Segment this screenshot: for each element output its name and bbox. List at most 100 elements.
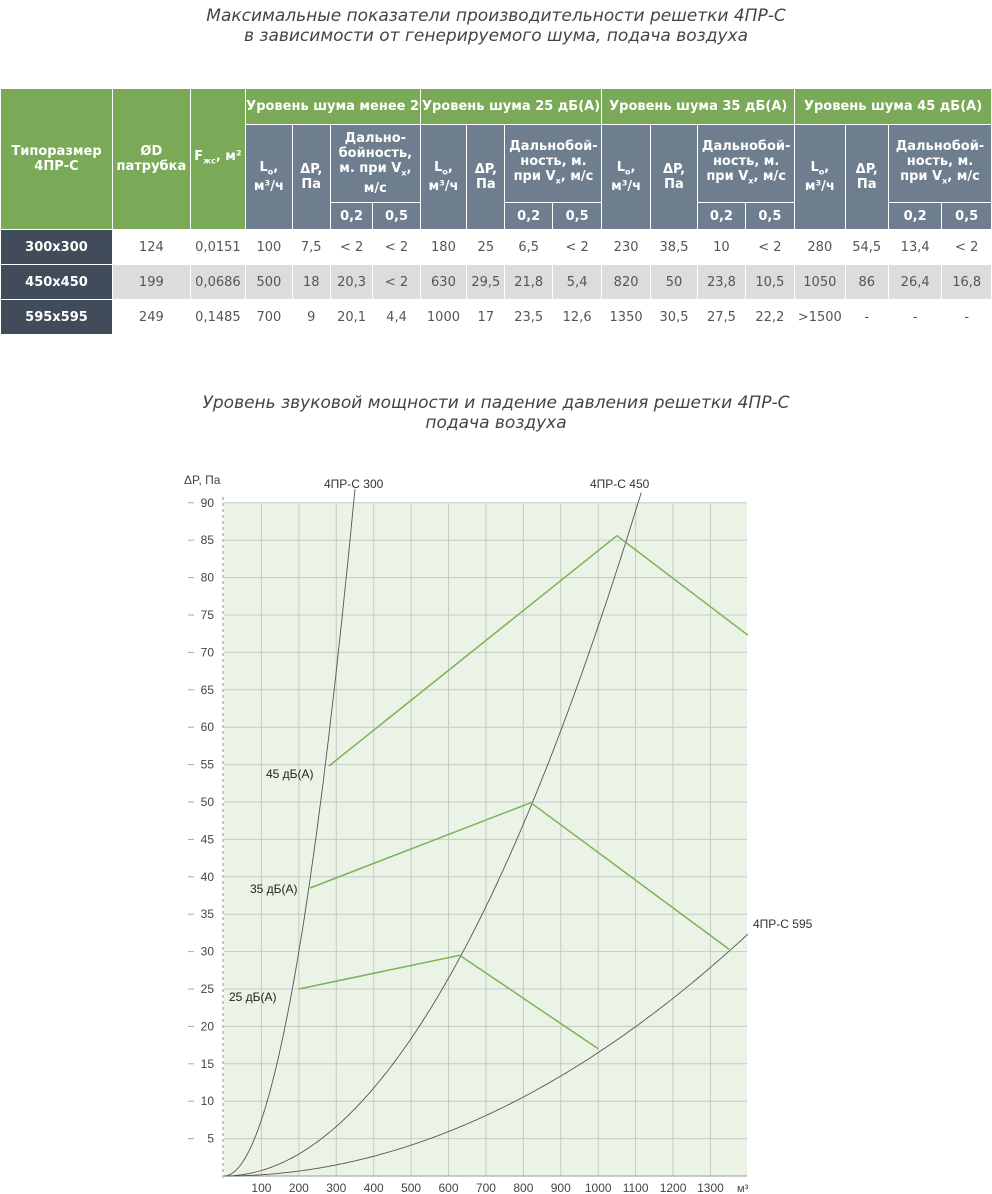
cell-value: < 2 — [551, 229, 603, 265]
cell-value: 630 — [419, 264, 468, 300]
y-tick-label: 85 — [201, 533, 215, 547]
table-row: 450x450 199 0,0686 500 18 20,3 < 2 630 29,5 21,8 5… — [0, 264, 992, 300]
cell-size: 450x450 — [0, 264, 113, 300]
y-tick-label: 35 — [201, 907, 215, 921]
cell-value: 16,8 — [941, 264, 992, 300]
y-tick-label: 5 — [207, 1132, 214, 1146]
y-tick-label: 20 — [201, 1019, 215, 1033]
x-unit-label: м³ — [737, 1183, 749, 1194]
curve-label: 4ПР-С 450 — [590, 477, 650, 491]
y-tick-label: 65 — [201, 683, 215, 697]
x-tick-label: 800 — [513, 1181, 533, 1194]
x-tick-label: 300 — [326, 1181, 346, 1194]
cell-value: 23,8 — [697, 264, 746, 300]
cell-value: 50 — [649, 264, 699, 300]
curve-label: 4ПР-С 300 — [324, 477, 384, 491]
cell-area: 0,1485 — [189, 299, 247, 335]
header-size: Типоразмер 4ПР-С — [0, 88, 113, 230]
cell-value: 230 — [601, 229, 651, 265]
y-tick-label: 40 — [201, 870, 215, 884]
curve-label: 4ПР-С 595 — [753, 917, 813, 931]
y-tick-label: 55 — [201, 758, 215, 772]
header-velocity-1-1: 0,5 — [551, 202, 603, 230]
y-tick-label: 15 — [201, 1057, 215, 1071]
header-flow-1: Lо, м³/ч — [419, 124, 468, 230]
cell-area: 0,0686 — [189, 264, 247, 300]
header-pressure-3: ΔP, Па — [844, 124, 889, 230]
y-tick-label: 10 — [201, 1094, 215, 1108]
cell-value: < 2 — [372, 264, 421, 300]
y-tick-label: 70 — [201, 645, 215, 659]
header-range-0: Дально-бойность, м. при Vх, м/с — [329, 124, 421, 203]
cell-value: 27,5 — [697, 299, 746, 335]
y-tick-label: 80 — [201, 571, 215, 585]
cell-value: < 2 — [372, 229, 421, 265]
header-pressure-2: ΔP, Па — [649, 124, 699, 230]
x-tick-label: 700 — [476, 1181, 496, 1194]
header-flow-3: Lо, м³/ч — [794, 124, 846, 230]
cell-value: 820 — [601, 264, 651, 300]
cell-diameter: 199 — [112, 264, 191, 300]
y-tick-label: 50 — [201, 795, 215, 809]
table-title: Максимальные показатели производительнос… — [0, 6, 992, 46]
cell-value: 21,8 — [504, 264, 553, 300]
header-velocity-2-0: 0,2 — [697, 202, 746, 230]
header-pressure-0: ΔP, Па — [291, 124, 331, 230]
cell-value: 500 — [245, 264, 293, 300]
header-velocity-2-1: 0,5 — [744, 202, 796, 230]
header-velocity-0-0: 0,2 — [329, 202, 374, 230]
header-group-45db: Уровень шума 45 дБ(А) — [794, 88, 992, 125]
header-flow-0: Lо, м³/ч — [245, 124, 293, 230]
cell-value: < 2 — [941, 229, 992, 265]
table-row: 595x595 249 0,1485 700 9 20,1 4,4 1000 17 23,5 12,… — [0, 299, 992, 335]
noise-line — [309, 801, 730, 951]
cell-diameter: 124 — [112, 229, 191, 265]
x-tick-label: 900 — [551, 1181, 571, 1194]
x-tick-label: 600 — [439, 1181, 459, 1194]
noise-label: 25 дБ(А) — [229, 990, 277, 1004]
y-tick-label: 60 — [201, 720, 215, 734]
y-tick-label: 30 — [201, 945, 215, 959]
header-group-20db: Уровень шума менее 20 дБ(А) — [245, 88, 421, 125]
x-tick-label: 100 — [251, 1181, 271, 1194]
cell-value: 100 — [245, 229, 293, 265]
x-tick-label: 1300 — [697, 1181, 724, 1194]
cell-value: 86 — [844, 264, 889, 300]
cell-value: 13,4 — [887, 229, 943, 265]
cell-value: 1350 — [601, 299, 651, 335]
header-area: Fжс, м² — [189, 88, 247, 230]
table-title-line-1: Максимальные показатели производительнос… — [206, 6, 786, 26]
cell-size: 595x595 — [0, 299, 113, 335]
cell-value: 12,6 — [551, 299, 603, 335]
cell-value: - — [844, 299, 889, 335]
pressure-curve — [223, 488, 356, 1177]
cell-value: 20,3 — [329, 264, 374, 300]
header-range-3: Дальнобой-ность, м. при Vх, м/с — [887, 124, 992, 203]
cell-value: - — [887, 299, 943, 335]
header-range-2: Дальнобой-ность, м. при Vх, м/с — [697, 124, 796, 203]
y-axis-label: ΔP, Па — [184, 473, 221, 487]
cell-value: >1500 — [794, 299, 846, 335]
header-pressure-1: ΔP, Па — [466, 124, 506, 230]
cell-value: 180 — [419, 229, 468, 265]
y-tick-label: 45 — [201, 832, 215, 846]
cell-area: 0,0151 — [189, 229, 247, 265]
noise-label: 45 дБ(А) — [266, 767, 314, 781]
cell-value: 4,4 — [372, 299, 421, 335]
header-group-25db: Уровень шума 25 дБ(А) — [419, 88, 603, 125]
cell-value: 17 — [466, 299, 506, 335]
x-tick-label: 200 — [289, 1181, 309, 1194]
header-range-1: Дальнобой-ность, м. при Vх, м/с — [504, 124, 603, 203]
cell-size: 300x300 — [0, 229, 113, 265]
cell-value: 54,5 — [844, 229, 889, 265]
header-velocity-1-0: 0,2 — [504, 202, 553, 230]
chart-title-line-2: подача воздуха — [425, 413, 567, 433]
cell-value: 22,2 — [744, 299, 796, 335]
chart-title-line-1: Уровень звуковой мощности и падение давл… — [202, 393, 790, 413]
pressure-curve — [224, 933, 749, 1177]
cell-value: < 2 — [744, 229, 796, 265]
noise-line — [328, 534, 749, 767]
header-group-35db: Уровень шума 35 дБ(А) — [601, 88, 796, 125]
cell-value: 7,5 — [291, 229, 331, 265]
